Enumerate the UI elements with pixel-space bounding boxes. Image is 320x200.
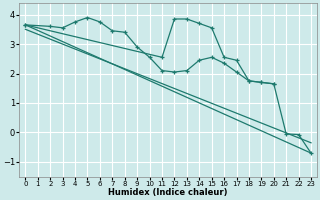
X-axis label: Humidex (Indice chaleur): Humidex (Indice chaleur) <box>108 188 228 197</box>
